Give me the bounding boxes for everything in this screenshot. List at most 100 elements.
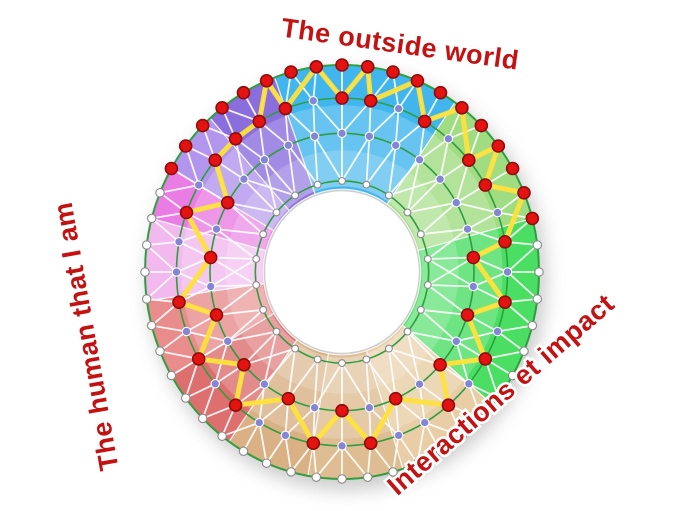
node-purple [308,96,319,106]
node-white [457,431,467,441]
node-red [491,139,506,153]
node-white [532,294,543,304]
node-purple [364,131,375,142]
node-purple [451,197,462,208]
node-purple [364,402,375,413]
node-white [252,255,261,263]
node-white [311,472,322,482]
node-red [433,357,447,372]
node-white [146,320,157,331]
node-red [228,132,243,146]
node-red [259,74,274,88]
node-purple [337,128,347,139]
node-red [498,235,512,249]
node-white [423,255,432,263]
node-white [259,305,268,314]
node-purple [390,140,401,151]
node-white [272,327,281,336]
node-red [363,436,378,451]
node-red [478,178,493,192]
node-purple [280,430,291,441]
node-purple [259,155,270,165]
node-white [384,344,393,353]
node-red [309,60,324,74]
node-white [252,281,261,289]
node-red [172,295,186,310]
node-purple [464,379,474,389]
node-purple [254,417,265,428]
node-white [313,355,322,364]
node-white [362,355,371,364]
node-white [338,359,346,368]
node-white [362,180,371,189]
node-red [386,65,400,79]
node-red [455,101,469,115]
node-red [433,85,448,100]
node-white [388,467,398,477]
node-purple [393,430,404,441]
node-red [252,114,267,129]
node-red [460,308,475,322]
node-white [423,281,432,289]
node-red [474,118,489,133]
node-white [338,176,346,185]
node-red [195,118,210,133]
node-purple [443,134,454,144]
node-white [493,393,504,403]
node-red [203,250,218,265]
node-white [141,294,152,304]
wheel-layers [140,58,544,484]
node-red [410,74,425,88]
node-white [534,267,544,277]
node-purple [435,174,445,184]
node-red [517,186,531,200]
node-red [363,94,378,108]
node-white [291,191,300,200]
node-red [281,391,296,406]
node-red [360,60,375,74]
node-white [155,346,165,356]
node-purple [259,379,270,389]
node-white [337,474,347,484]
node-purple [492,326,503,337]
node-purple [193,180,204,190]
node-white [403,327,412,336]
node-red [209,308,224,322]
node-red [179,205,194,220]
node-red [466,250,481,265]
node-white [416,230,425,239]
node-white [141,240,152,250]
node-purple [414,379,425,389]
node-purple [419,417,430,428]
node-white [519,346,529,356]
node-red [335,91,349,105]
node-red [498,295,512,310]
node-purple [205,281,216,292]
node-white [313,180,322,189]
node-white [435,446,446,457]
label-human-that-i-am: The human that I am [48,200,125,473]
node-white [272,208,281,217]
node-purple [502,267,513,277]
node-red [236,85,251,100]
node-purple [468,281,479,292]
node-white [286,467,296,477]
node-purple [451,336,462,347]
node-red [525,211,540,226]
node-white [532,240,543,250]
node-purple [337,441,347,451]
node-purple [174,237,184,247]
node-purple [309,131,320,142]
node-white [166,370,177,381]
node-red [215,101,229,115]
node-purple [210,379,220,389]
node-red [461,153,476,167]
node-purple [462,224,473,234]
node-white [238,446,249,457]
node-white [362,472,373,482]
node-purple [239,174,249,184]
node-purple [181,326,192,337]
node-white [416,305,425,314]
node-red [478,352,493,366]
